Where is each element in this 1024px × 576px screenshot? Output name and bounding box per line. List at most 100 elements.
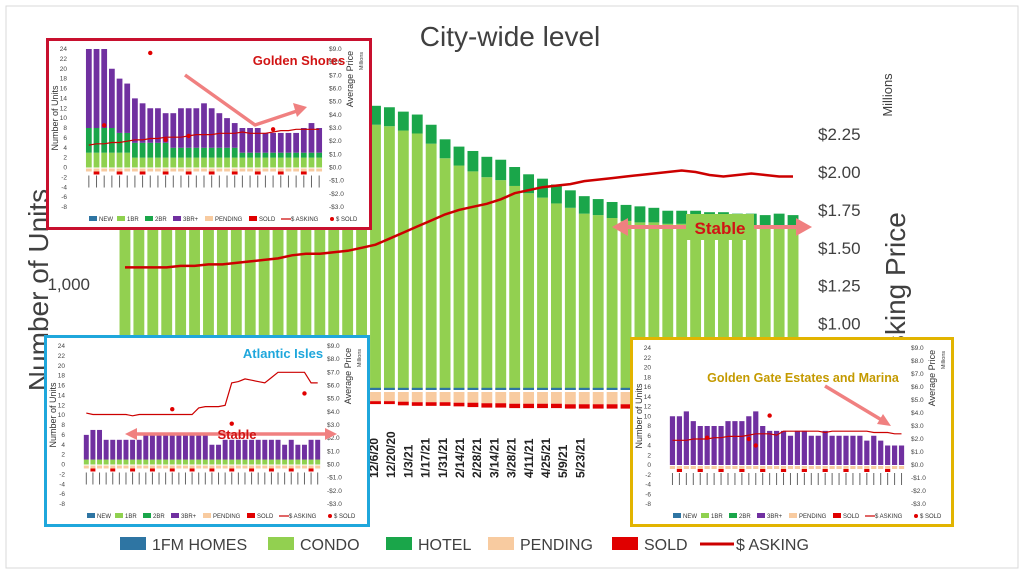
sold-price-dot	[170, 407, 175, 412]
pending-bar	[308, 168, 315, 172]
sold-price-dot	[101, 123, 107, 128]
condo-bar	[272, 116, 284, 390]
inset-y2-tick: -$3.0	[329, 204, 344, 211]
1br-bar	[185, 157, 192, 168]
1br-bar	[83, 459, 89, 465]
sold-bar	[760, 469, 766, 472]
3br-bar	[683, 411, 689, 465]
3br-bar	[891, 445, 898, 465]
pending-bar	[130, 465, 136, 469]
pending-bar	[850, 466, 856, 469]
x-tick-mark	[218, 175, 220, 188]
inset-y-tick: 20	[58, 363, 66, 370]
pending-bar	[255, 465, 261, 469]
pending-bar	[760, 466, 766, 469]
sold-bar	[208, 171, 215, 175]
3br-bar	[725, 421, 731, 465]
condo-bar	[370, 124, 381, 390]
2br-bar	[108, 128, 115, 153]
3br-bar	[857, 435, 863, 465]
condo-bar	[495, 180, 507, 390]
2br-bar	[201, 147, 207, 158]
pending-bar	[495, 392, 507, 404]
x-tick-mark	[295, 175, 297, 188]
pending-bar	[891, 466, 898, 469]
condo-bar	[439, 158, 451, 390]
3br-bar	[202, 434, 208, 460]
homes-bar	[397, 387, 409, 390]
inset-legend-swatch	[205, 216, 213, 221]
3br-bar	[787, 435, 794, 465]
3br-bar	[196, 434, 202, 460]
condo-bar	[578, 213, 590, 390]
pending-bar	[222, 465, 228, 469]
condo-bar	[356, 116, 367, 390]
inset-legend-label: PENDING	[213, 514, 241, 520]
sold-bar	[110, 468, 116, 472]
x-tick-mark	[303, 175, 305, 188]
inset-y-tick: 24	[60, 46, 68, 53]
hotel-bar	[662, 210, 674, 224]
1br-bar	[242, 459, 248, 465]
pending-bar	[732, 466, 738, 469]
inset-y-tick: 18	[58, 373, 66, 380]
legend-label: $ ASKING	[736, 537, 809, 554]
condo-bar	[551, 203, 562, 390]
y2-tick-label: $1.75	[818, 201, 861, 220]
x-tick-mark	[158, 472, 160, 485]
homes-bar	[495, 387, 507, 390]
1br-bar	[293, 157, 300, 168]
sold-price-dot	[767, 413, 772, 418]
1br-bar	[315, 459, 321, 465]
3br-bar	[850, 435, 856, 465]
x-tick-mark	[249, 175, 251, 188]
3br-bar	[262, 439, 268, 460]
condo-bar	[648, 222, 660, 390]
3br-bar	[208, 108, 215, 148]
pending-bar	[110, 465, 116, 469]
homes-bar	[523, 387, 535, 390]
sold-bar	[254, 171, 261, 175]
3br-bar	[885, 445, 891, 465]
2br-bar	[224, 147, 230, 158]
x-tick-mark	[776, 473, 778, 485]
inset-legend-swatch	[173, 216, 181, 221]
x-tick-mark	[142, 175, 144, 188]
inset-y-tick: 2	[647, 452, 651, 459]
x-tick-mark	[264, 175, 266, 188]
sold-bar	[606, 404, 618, 409]
x-tick-mark	[224, 472, 226, 485]
pending-bar	[301, 465, 307, 469]
x-tick-mark	[226, 175, 228, 188]
sold-bar	[509, 403, 521, 409]
sold-price-dot	[163, 137, 168, 143]
sold-bar	[453, 402, 465, 407]
2br-bar	[262, 152, 269, 158]
inset-y-tick: 18	[644, 374, 652, 381]
pending-bar	[216, 168, 223, 172]
homes-bar	[467, 387, 479, 390]
inset-y-tick: 4	[63, 145, 67, 152]
x-tick-mark	[678, 473, 680, 485]
pending-bar	[90, 465, 96, 469]
inset-legend-label: PENDING	[799, 514, 827, 520]
x-tick-mark	[203, 175, 205, 188]
inset-legend-label: $ ASKING	[875, 514, 903, 520]
pending-bar	[139, 168, 146, 172]
sold-bar	[288, 468, 294, 472]
3br-bar	[871, 435, 877, 465]
inset-y2-tick: -$3.0	[911, 501, 926, 508]
pending-bar	[690, 466, 696, 469]
3br-bar	[697, 426, 703, 465]
sold-bar	[162, 171, 169, 175]
stable-label: Stable	[694, 219, 745, 238]
3br-bar	[169, 434, 175, 460]
pending-bar	[143, 465, 149, 469]
1br-bar	[169, 459, 175, 465]
sold-bar	[397, 401, 409, 406]
legend-swatch	[268, 537, 294, 550]
2br-bar	[277, 152, 284, 158]
x-tick-mark	[810, 473, 812, 485]
1br-bar	[178, 157, 184, 168]
